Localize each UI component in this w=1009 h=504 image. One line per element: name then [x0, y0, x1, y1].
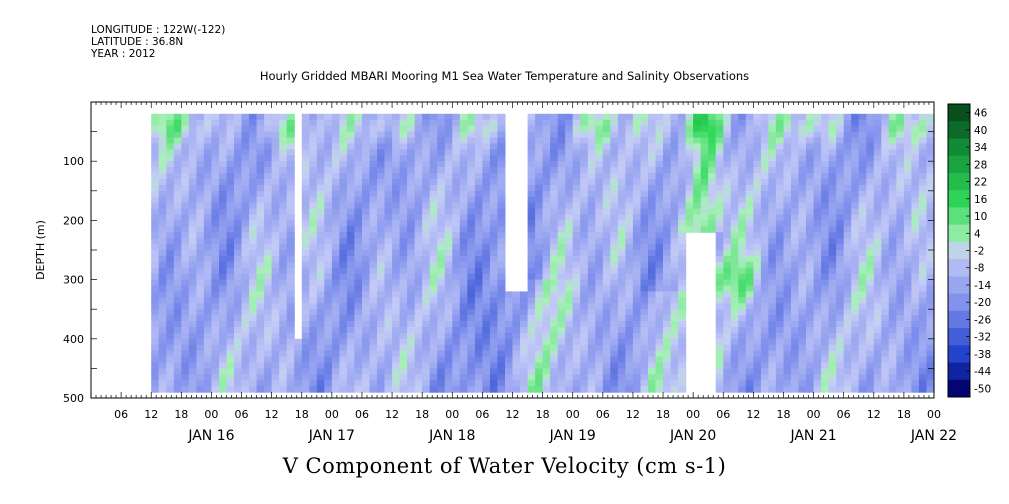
x-tick-label: 18	[897, 408, 911, 421]
x-tick-label: 18	[776, 408, 790, 421]
x-tick-label: 12	[506, 408, 520, 421]
x-tick-label: 12	[144, 408, 158, 421]
colorbar-label: -32	[974, 332, 991, 344]
x-tick-label: 06	[837, 408, 851, 421]
colorbar-label: 16	[974, 194, 988, 206]
x-tick-label: 18	[295, 408, 309, 421]
colorbar-cell	[948, 104, 970, 122]
x-tick-label: 00	[927, 408, 941, 421]
heatmap-cells	[151, 113, 935, 393]
colorbar-cell	[948, 172, 970, 191]
colorbar-cell	[948, 241, 970, 260]
x-tick-label: 12	[265, 408, 279, 421]
colorbar-cell	[948, 362, 970, 381]
y-tick-label: 500	[63, 392, 84, 405]
colorbar-cell	[948, 379, 970, 398]
colorbar-label: -2	[974, 246, 984, 258]
x-tick-label: 12	[626, 408, 640, 421]
x-tick-label: 06	[114, 408, 128, 421]
day-label: JAN 19	[549, 428, 596, 444]
x-tick-label: 00	[686, 408, 700, 421]
colorbar-cell	[948, 138, 970, 157]
x-tick-label: 06	[235, 408, 249, 421]
colorbar-cell	[948, 207, 970, 226]
latitude-label: LATITUDE : 36.8N	[91, 36, 184, 48]
colorbar-cell	[948, 224, 970, 243]
x-tick-label: 18	[536, 408, 550, 421]
x-tick-label: 00	[807, 408, 821, 421]
x-tick-label: 12	[746, 408, 760, 421]
colorbar-label: 4	[974, 228, 981, 240]
colorbar-cell	[948, 259, 970, 277]
y-tick-label: 200	[63, 214, 84, 227]
x-tick-label: 06	[596, 408, 610, 421]
x-tick-label: 18	[656, 408, 670, 421]
colorbar-cell	[948, 276, 970, 295]
colorbar: 46 40 34 28 22 16 10 4 -2 -8 -14 -20 -26 -32 -38 -44 -50	[947, 103, 991, 398]
day-label: JAN 16	[187, 428, 234, 444]
x-tick-label: 06	[355, 408, 369, 421]
x-tick-label: 06	[475, 408, 489, 421]
x-tick-label: 00	[204, 408, 218, 421]
x-tick-label: 00	[325, 408, 339, 421]
year-label: YEAR : 2012	[91, 48, 156, 60]
colorbar-label: -8	[974, 263, 984, 275]
colorbar-cell	[948, 190, 970, 208]
colorbar-label: 22	[974, 177, 987, 189]
colorbar-label: -14	[974, 280, 991, 292]
colorbar-label: -38	[974, 349, 991, 361]
colorbar-label: 40	[974, 125, 987, 137]
colorbar-label: -20	[974, 297, 991, 309]
colorbar-label: 10	[974, 211, 987, 223]
y-tick-label: 300	[63, 274, 84, 287]
y-tick-label: 400	[63, 333, 84, 346]
day-label: JAN 18	[428, 428, 475, 444]
day-label: JAN 20	[669, 428, 716, 444]
colorbar-cell	[948, 155, 970, 174]
colorbar-label: -50	[974, 383, 991, 395]
colorbar-cell	[948, 345, 970, 363]
colorbar-label: 28	[974, 159, 987, 171]
colorbar-cell	[948, 121, 970, 139]
chart-title: Hourly Gridded MBARI Mooring M1 Sea Wate…	[259, 69, 750, 83]
colorbar-cell	[948, 310, 970, 329]
x-tick-label: 06	[716, 408, 730, 421]
colorbar-label: -44	[974, 366, 991, 378]
day-label: JAN 22	[910, 428, 957, 444]
x-tick-label: 00	[566, 408, 580, 421]
colorbar-cell	[948, 293, 970, 312]
y-axis-label: DEPTH (m)	[34, 220, 47, 280]
colorbar-label: 34	[974, 142, 988, 154]
x-tick-label: 00	[445, 408, 459, 421]
day-label: JAN 17	[308, 428, 355, 444]
colorbar-label: -26	[974, 314, 991, 326]
longitude-label: LONGITUDE : 122W(-122)	[91, 24, 226, 36]
colorbar-label: 46	[974, 108, 988, 120]
day-label: JAN 21	[789, 428, 836, 444]
x-tick-label: 12	[385, 408, 399, 421]
x-tick-label: 18	[415, 408, 429, 421]
colorbar-cell	[948, 328, 970, 346]
x-tick-label: 18	[174, 408, 188, 421]
variable-title: V Component of Water Velocity (cm s-1)	[282, 454, 727, 478]
x-tick-label: 12	[867, 408, 881, 421]
axes: 06 12 18 00 06 12 18 00 06 12 18 00 06 12 18 00 06 12 18 00…	[63, 102, 957, 444]
y-tick-label: 100	[63, 155, 84, 168]
